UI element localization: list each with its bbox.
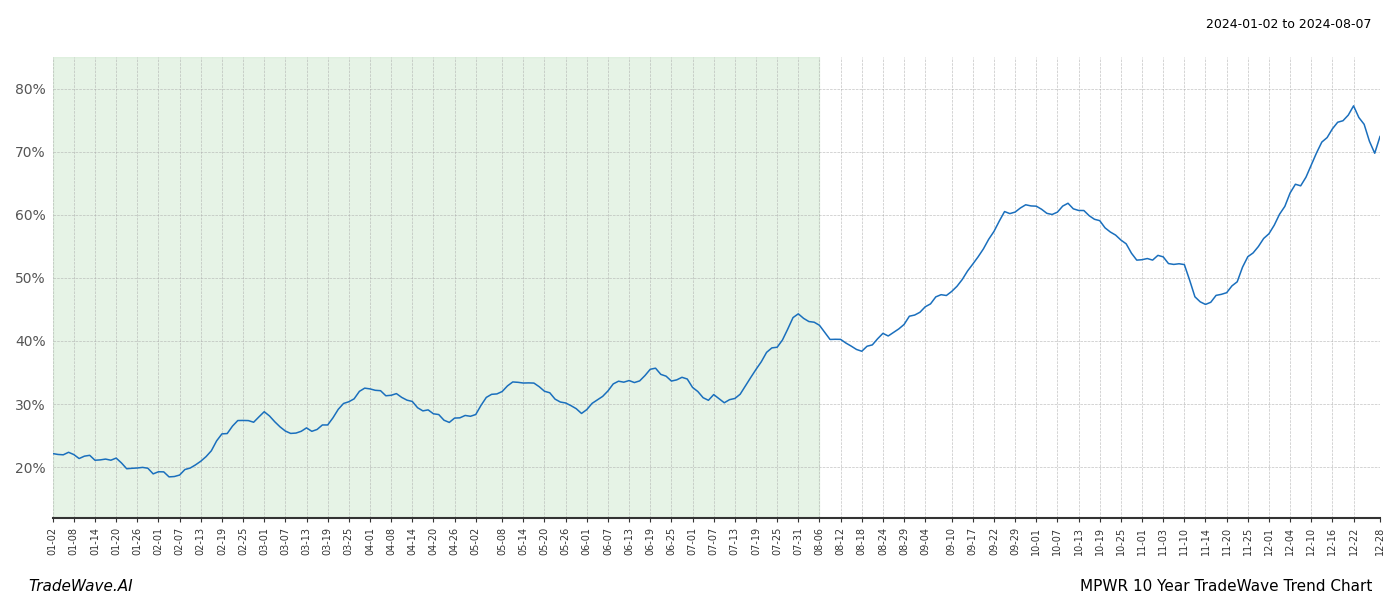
Bar (53, 57, 819, 518)
Text: 2024-01-02 to 2024-08-07: 2024-01-02 to 2024-08-07 (1207, 18, 1372, 31)
Text: TradeWave.AI: TradeWave.AI (28, 579, 133, 594)
Text: MPWR 10 Year TradeWave Trend Chart: MPWR 10 Year TradeWave Trend Chart (1079, 579, 1372, 594)
